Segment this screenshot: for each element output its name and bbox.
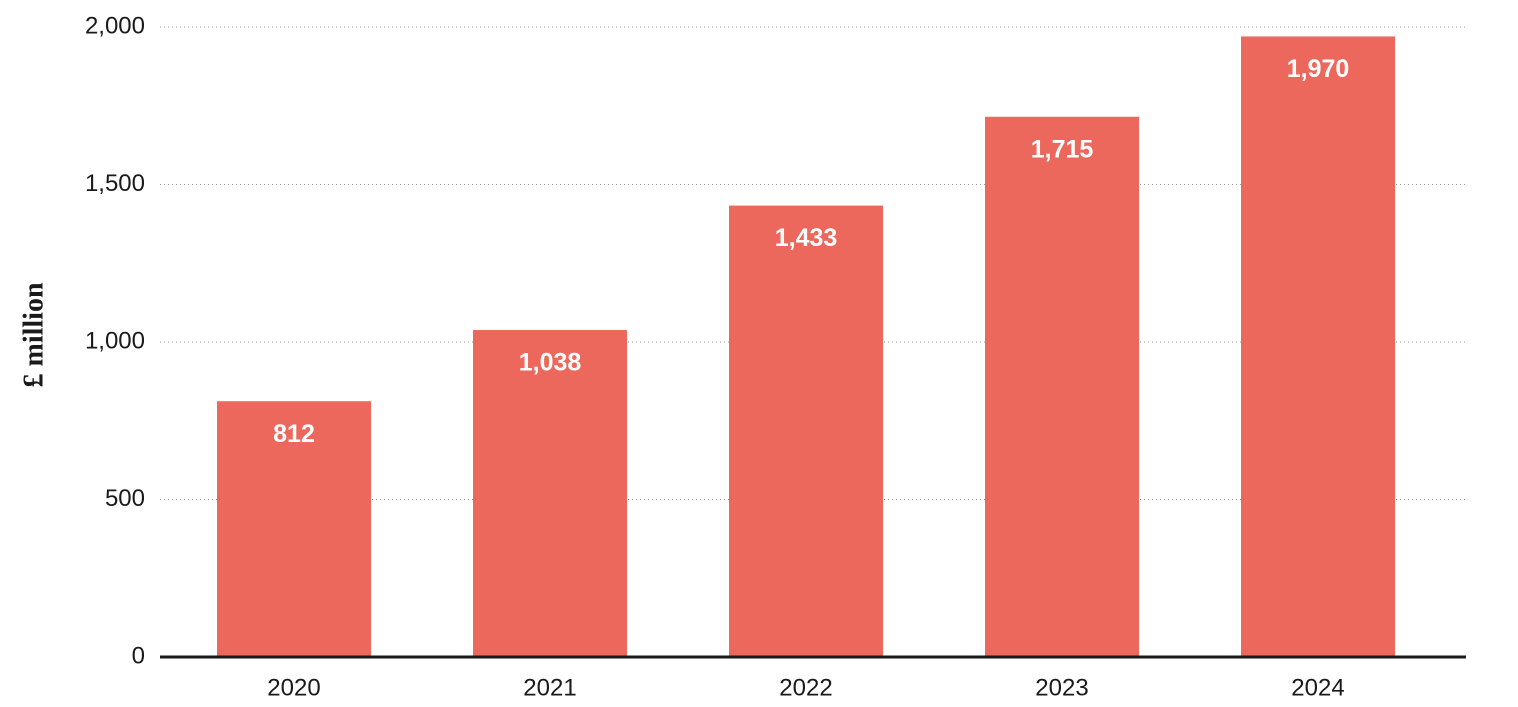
bar bbox=[217, 401, 371, 657]
y-tick-label: 500 bbox=[105, 485, 145, 512]
y-axis-label: £ million bbox=[18, 282, 49, 387]
x-tick-label: 2022 bbox=[779, 674, 832, 701]
y-tick-label: 0 bbox=[132, 642, 145, 669]
x-tick-label: 2023 bbox=[1035, 674, 1088, 701]
bar bbox=[1241, 36, 1395, 657]
value-label: 812 bbox=[273, 420, 315, 448]
value-label: 1,715 bbox=[1031, 135, 1094, 163]
bar bbox=[729, 205, 883, 658]
y-tick-label: 2,000 bbox=[85, 12, 145, 39]
x-tick-label: 2020 bbox=[267, 674, 320, 701]
value-label: 1,433 bbox=[775, 224, 838, 252]
bar bbox=[473, 330, 627, 657]
value-label: 1,038 bbox=[519, 349, 582, 377]
x-tick-label: 2021 bbox=[523, 674, 576, 701]
bar bbox=[985, 116, 1139, 657]
y-tick-label: 1,500 bbox=[85, 170, 145, 197]
y-tick-label: 1,000 bbox=[85, 327, 145, 354]
x-tick-label: 2024 bbox=[1291, 674, 1344, 701]
value-label: 1,970 bbox=[1287, 55, 1350, 83]
